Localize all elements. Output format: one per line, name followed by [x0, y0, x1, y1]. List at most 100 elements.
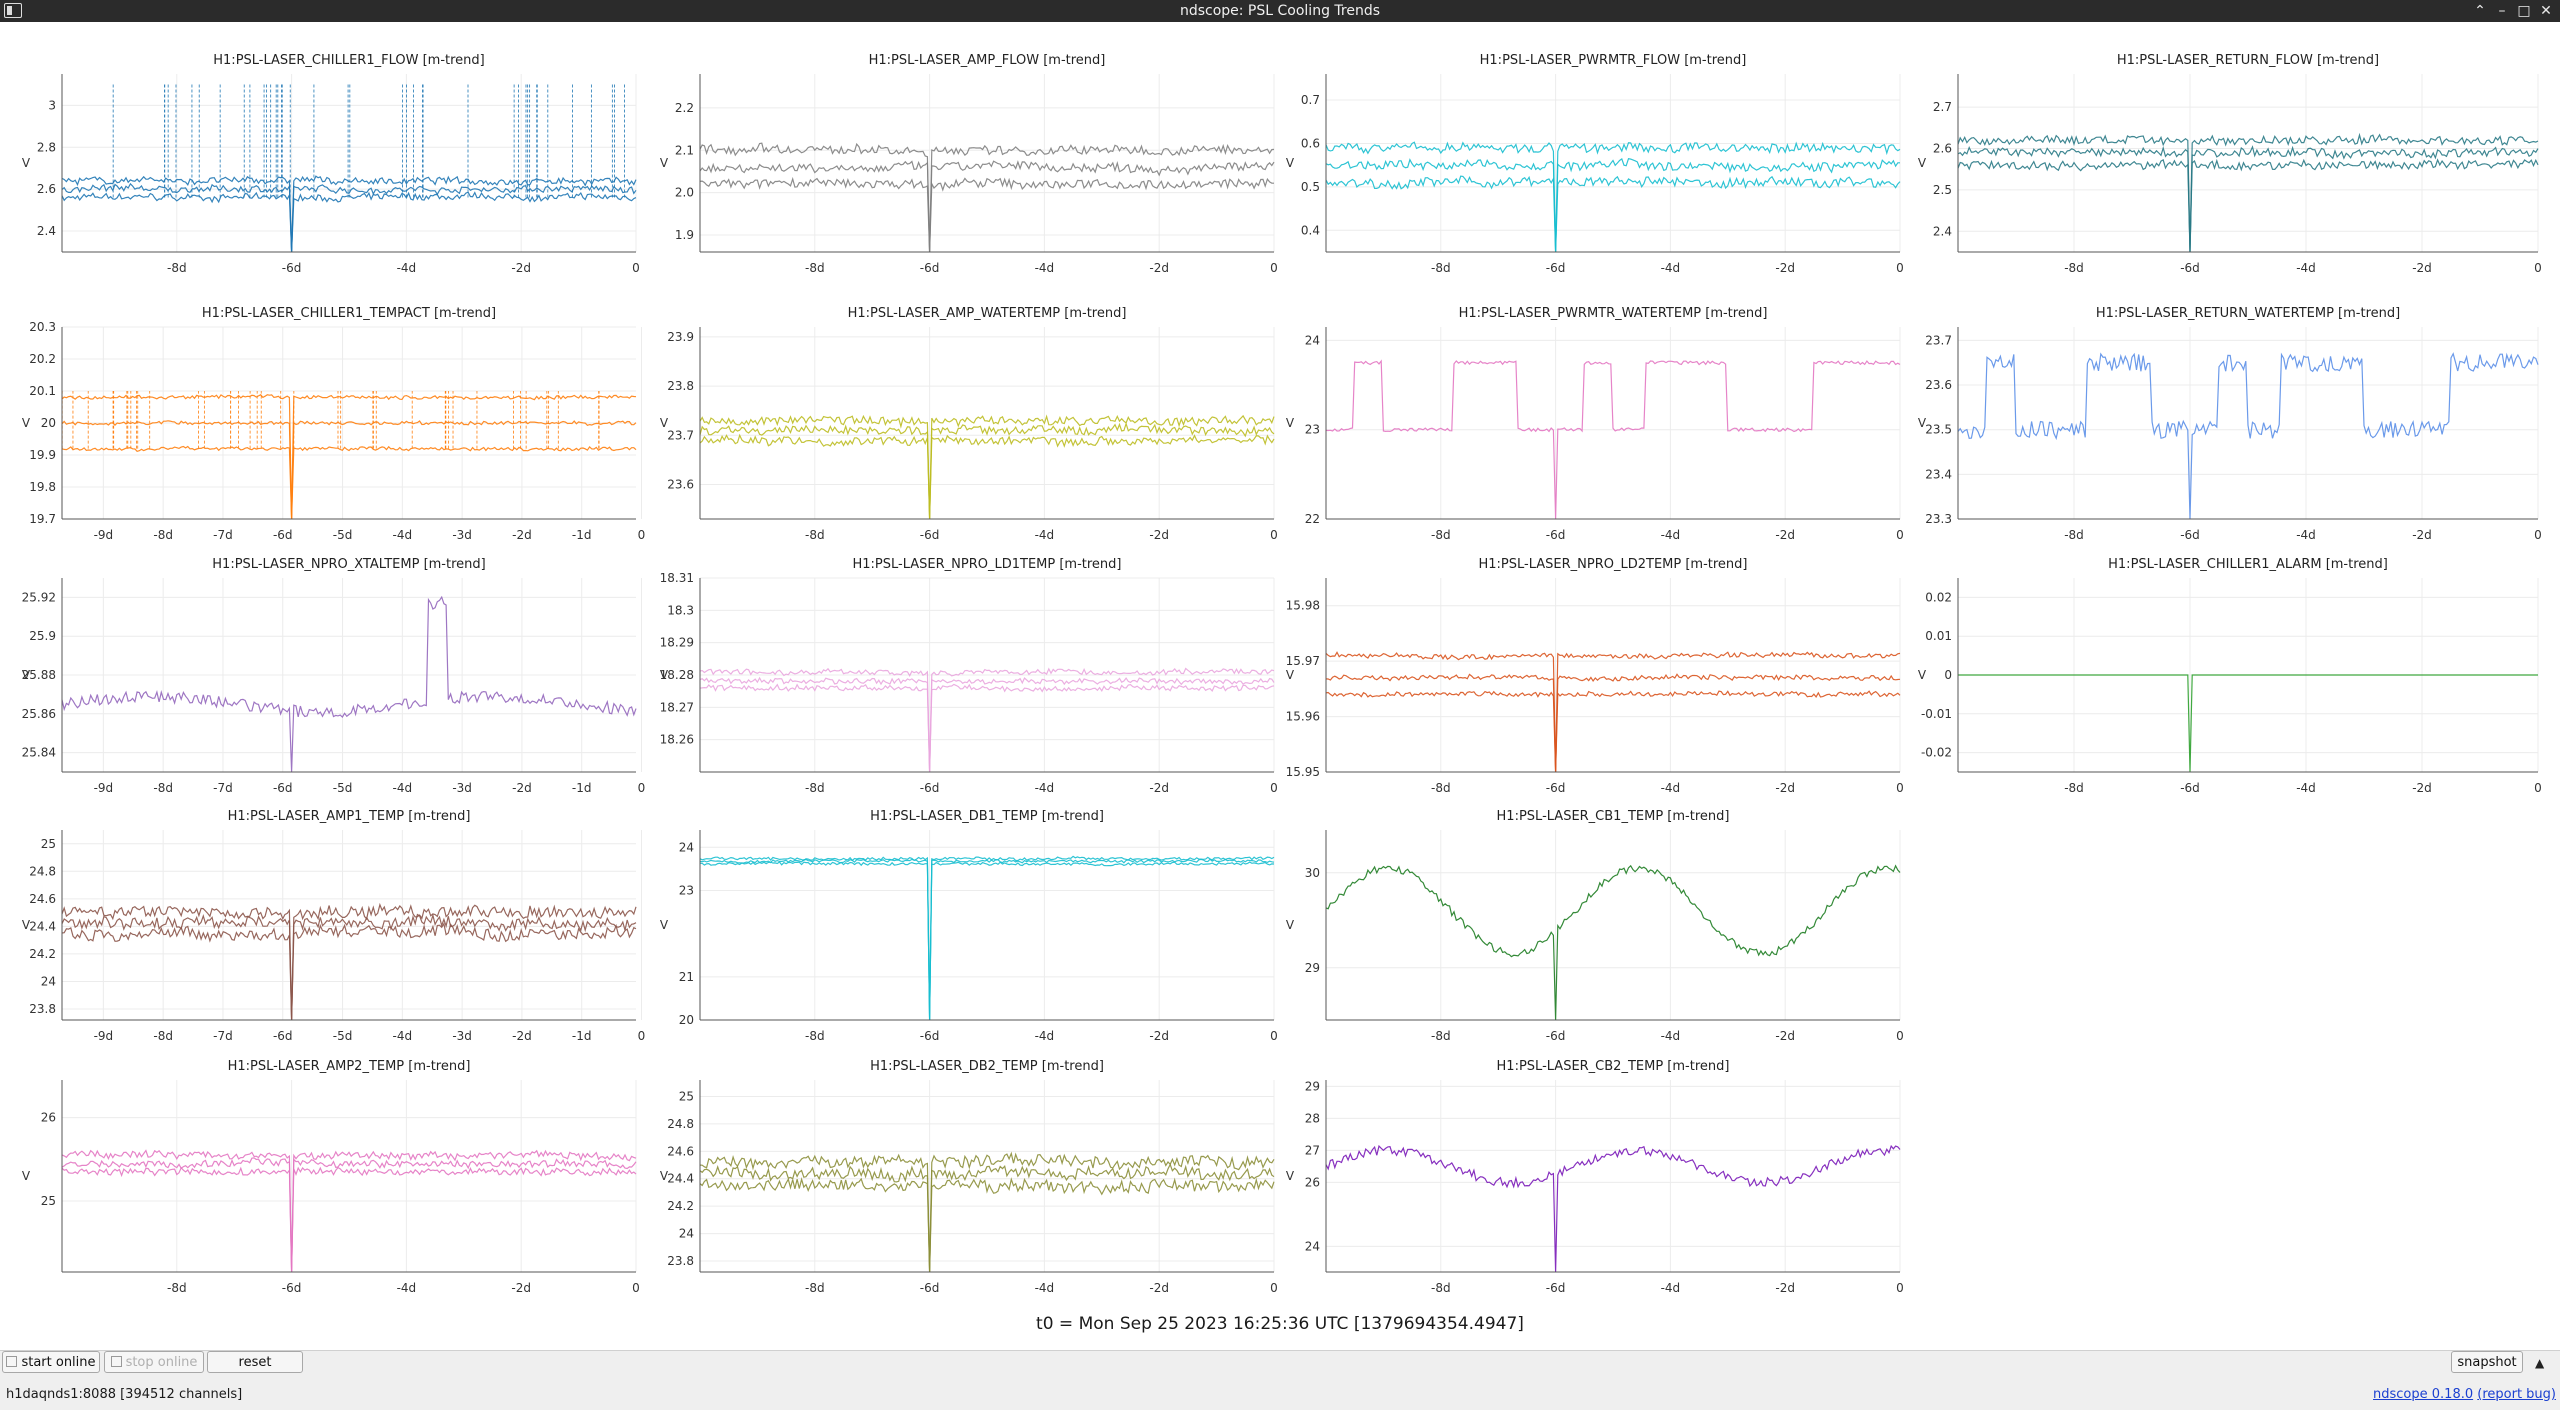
y-tick-label: 3 [48, 98, 56, 112]
plot-panel[interactable]: H1:PSL-LASER_PWRMTR_FLOW [m-trend] 0.4 0.5… [1286, 53, 1904, 275]
x-tick-label: -4d [1035, 1029, 1055, 1043]
y-axis-label: V [1918, 416, 1927, 430]
plot-panel[interactable]: H1:PSL-LASER_CHILLER1_ALARM [m-trend] -0.… [1918, 557, 2542, 795]
plot-panel[interactable]: H1:PSL-LASER_RETURN_FLOW [m-trend] 2.4 2.5… [1918, 53, 2542, 275]
y-tick-label: 2.0 [675, 186, 694, 200]
y-tick-label: 0.6 [1301, 136, 1320, 150]
x-tick-label: -3d [452, 528, 472, 542]
plot-panel[interactable]: H1:PSL-LASER_NPRO_LD2TEMP [m-trend] 15.95… [1286, 557, 1904, 795]
y-tick-label: -0.02 [1921, 746, 1952, 760]
y-tick-label: 15.96 [1286, 710, 1320, 724]
y-tick-label: 25 [41, 1194, 56, 1208]
plot-title: H1:PSL-LASER_CB2_TEMP [m-trend] [1497, 1059, 1730, 1074]
y-tick-label: 24.2 [29, 947, 56, 961]
plot-panel[interactable]: H1:PSL-LASER_RETURN_WATERTEMP [m-trend] 2… [1918, 306, 2542, 542]
trace-line [699, 861, 1275, 1021]
trace-line [61, 175, 637, 253]
trace-line [1325, 175, 1901, 253]
x-tick-label: -6d [1546, 1281, 1566, 1295]
y-tick-label: 23.6 [1925, 378, 1952, 392]
y-tick-label: 2.1 [675, 143, 694, 157]
plot-panel[interactable]: H1:PSL-LASER_CHILLER1_TEMPACT [m-trend] 1… [22, 306, 645, 542]
plot-title: H1:PSL-LASER_CHILLER1_TEMPACT [m-trend] [202, 306, 496, 321]
x-tick-label: -8d [1431, 781, 1451, 795]
plot-panel[interactable]: H1:PSL-LASER_DB1_TEMP [m-trend] 20 21 23 24 V… [660, 809, 1278, 1043]
y-axis-label: V [1286, 918, 1295, 932]
y-tick-label: 24 [41, 974, 56, 988]
trace-line [61, 1166, 637, 1273]
y-tick-label: 0.7 [1301, 93, 1320, 107]
y-tick-label: 24.8 [667, 1117, 694, 1131]
app-icon[interactable] [4, 3, 22, 18]
x-tick-label: -6d [920, 261, 940, 275]
y-tick-label: 18.28 [660, 668, 694, 682]
plot-panel[interactable]: H1:PSL-LASER_AMP2_TEMP [m-trend] 25 26 V -8d… [22, 1059, 640, 1295]
x-tick-label: -2d [512, 528, 532, 542]
x-tick-label: -4d [1661, 1029, 1681, 1043]
minimize-icon[interactable]: – [2498, 3, 2506, 19]
snapshot-button[interactable]: snapshot [2451, 1351, 2523, 1373]
start-online-button[interactable]: start online [2, 1351, 100, 1373]
x-tick-label: -6d [2180, 261, 2200, 275]
plot-panel[interactable]: H1:PSL-LASER_PWRMTR_WATERTEMP [m-trend] 2… [1286, 306, 1904, 542]
plot-panel[interactable]: H1:PSL-LASER_AMP1_TEMP [m-trend] 23.8 24 24… [22, 809, 645, 1043]
plot-panel[interactable]: H1:PSL-LASER_NPRO_LD1TEMP [m-trend] 18.26… [660, 557, 1278, 795]
y-tick-label: 24.6 [667, 1144, 694, 1158]
y-tick-label: 19.8 [29, 480, 56, 494]
y-tick-label: 18.27 [660, 700, 694, 714]
trace-line [1325, 651, 1901, 773]
x-tick-label: -2d [512, 781, 532, 795]
x-tick-label: -6d [1546, 261, 1566, 275]
x-tick-label: -6d [2180, 781, 2200, 795]
plot-panel[interactable]: H1:PSL-LASER_NPRO_XTALTEMP [m-trend] 25.8… [22, 557, 646, 795]
x-tick-label: -4d [1035, 781, 1055, 795]
plot-panel[interactable]: H1:PSL-LASER_AMP_FLOW [m-trend] 1.9 2.0 2.1… [660, 53, 1278, 275]
maximize-icon[interactable]: □ [2517, 3, 2531, 19]
reset-button[interactable]: reset [207, 1351, 303, 1373]
x-tick-label: 0 [1896, 1281, 1904, 1295]
x-tick-label: -2d [1775, 781, 1795, 795]
plot-panel[interactable]: H1:PSL-LASER_CB2_TEMP [m-trend] 24 26 27 28 2… [1286, 1059, 1904, 1295]
x-tick-label: -2d [2412, 528, 2432, 542]
chevron-up-icon[interactable]: ⌃ [2474, 3, 2486, 19]
x-tick-label: -6d [920, 528, 940, 542]
x-tick-label: -8d [805, 781, 825, 795]
trace-line [699, 142, 1275, 253]
x-tick-label: -4d [1661, 261, 1681, 275]
version-link[interactable]: ndscope 0.18.0 [2373, 1387, 2474, 1402]
y-tick-label: 29 [1305, 961, 1320, 975]
trace-line [1957, 158, 2539, 253]
y-tick-label: 25.92 [22, 590, 56, 604]
trace-line [61, 1149, 637, 1273]
expand-up-icon[interactable]: ▲ [2535, 1356, 2545, 1370]
plot-panel[interactable]: H1:PSL-LASER_CB1_TEMP [m-trend] 29 30 V -8d -… [1286, 809, 1904, 1043]
y-tick-label: 25.84 [22, 746, 56, 760]
y-tick-label: 23.9 [667, 330, 694, 344]
x-tick-label: -2d [1775, 261, 1795, 275]
stop-online-button[interactable]: stop online [104, 1351, 204, 1373]
trace-line [1325, 690, 1901, 773]
plot-grid[interactable]: H1:PSL-LASER_CHILLER1_FLOW [m-trend] 2.4 2… [0, 22, 2560, 1312]
x-tick-label: -5d [333, 1029, 353, 1043]
x-tick-label: -6d [2180, 528, 2200, 542]
y-axis-label: V [22, 668, 31, 682]
x-tick-label: -1d [572, 781, 592, 795]
plot-panel[interactable]: H1:PSL-LASER_DB2_TEMP [m-trend] 23.8 24 24.… [660, 1059, 1278, 1295]
x-tick-label: -8d [167, 1281, 187, 1295]
trace-line [61, 445, 637, 520]
y-tick-label: 20 [41, 416, 56, 430]
x-tick-label: -6d [920, 1029, 940, 1043]
plot-panel[interactable]: H1:PSL-LASER_AMP_WATERTEMP [m-trend] 23.6… [660, 306, 1278, 542]
y-tick-label: 25.9 [29, 629, 56, 643]
x-tick-label: -6d [273, 1029, 293, 1043]
report-bug-link[interactable]: (report bug) [2477, 1387, 2556, 1402]
plot-title: H1:PSL-LASER_DB1_TEMP [m-trend] [870, 809, 1104, 824]
y-tick-label: 23.8 [29, 1002, 56, 1016]
x-tick-label: 0 [638, 781, 646, 795]
x-tick-label: -8d [1431, 1281, 1451, 1295]
close-icon[interactable]: ✕ [2540, 3, 2552, 19]
y-tick-label: 15.95 [1286, 765, 1320, 779]
plot-panel[interactable]: H1:PSL-LASER_CHILLER1_FLOW [m-trend] 2.4 2… [22, 53, 640, 275]
x-tick-label: -9d [94, 1029, 114, 1043]
y-tick-label: 20.1 [29, 384, 56, 398]
